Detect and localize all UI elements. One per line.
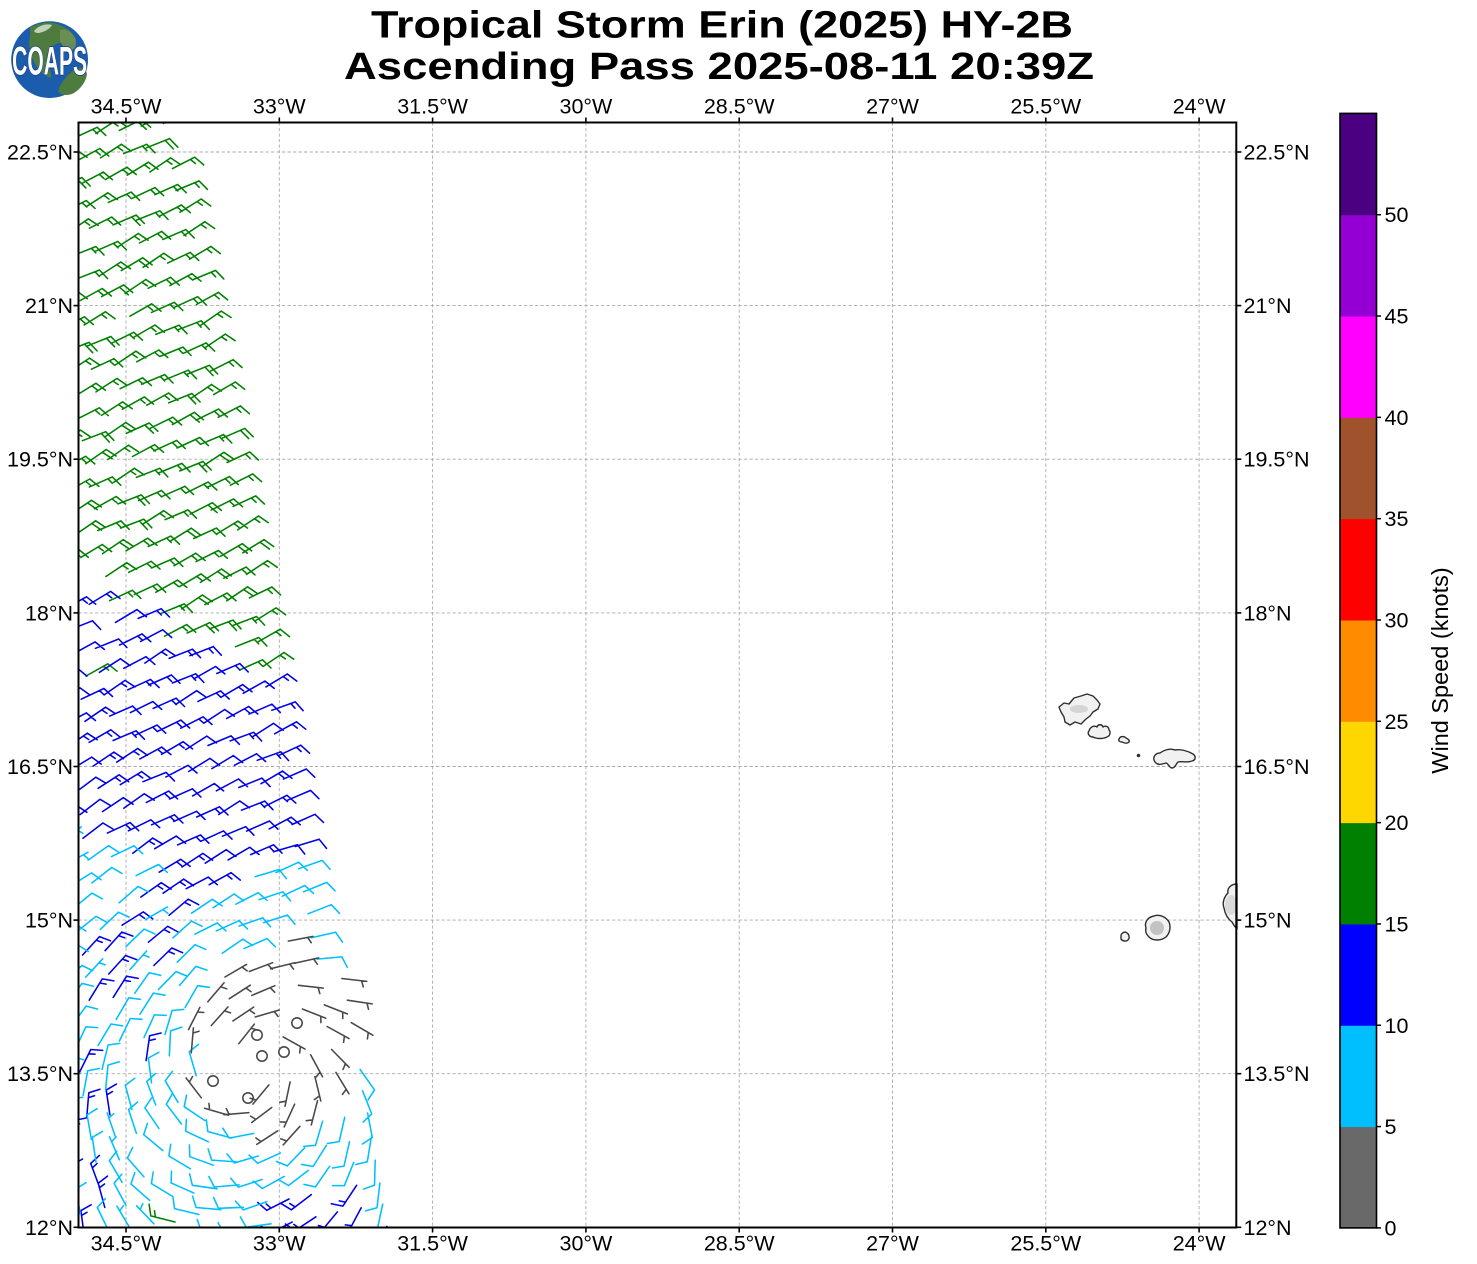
svg-text:40: 40 [1385, 406, 1409, 430]
svg-text:34.5°W: 34.5°W [91, 95, 162, 119]
svg-text:24°W: 24°W [1173, 1232, 1227, 1256]
svg-text:15: 15 [1385, 912, 1409, 936]
svg-text:16.5°N: 16.5°N [7, 755, 73, 779]
svg-text:21°N: 21°N [25, 294, 73, 318]
svg-text:20: 20 [1385, 811, 1409, 835]
svg-text:Wind Speed (knots): Wind Speed (knots) [1427, 567, 1453, 773]
svg-text:Ascending Pass 2025-08-11 20:3: Ascending Pass 2025-08-11 20:39Z [344, 46, 1094, 88]
svg-text:28.5°W: 28.5°W [704, 1232, 775, 1256]
svg-text:30: 30 [1385, 608, 1409, 632]
svg-text:22.5°N: 22.5°N [7, 141, 73, 165]
svg-text:27°W: 27°W [866, 95, 920, 119]
svg-text:25.5°W: 25.5°W [1010, 1232, 1081, 1256]
svg-text:16.5°N: 16.5°N [1244, 755, 1310, 779]
svg-text:19.5°N: 19.5°N [1244, 448, 1310, 472]
svg-text:12°N: 12°N [1244, 1216, 1292, 1240]
svg-text:50: 50 [1385, 203, 1409, 227]
svg-text:27°W: 27°W [866, 1232, 920, 1256]
svg-text:5: 5 [1385, 1115, 1397, 1139]
svg-text:13.5°N: 13.5°N [7, 1062, 73, 1086]
svg-text:31.5°W: 31.5°W [397, 95, 468, 119]
svg-text:0: 0 [1385, 1216, 1397, 1240]
svg-text:30°W: 30°W [559, 95, 613, 119]
svg-text:19.5°N: 19.5°N [7, 448, 73, 472]
svg-text:24°W: 24°W [1173, 95, 1227, 119]
svg-text:33°W: 33°W [253, 95, 307, 119]
svg-text:10: 10 [1385, 1014, 1409, 1038]
svg-text:15°N: 15°N [25, 909, 73, 933]
svg-text:15°N: 15°N [1244, 909, 1292, 933]
svg-text:30°W: 30°W [559, 1232, 613, 1256]
svg-text:25.5°W: 25.5°W [1010, 95, 1081, 119]
svg-text:33°W: 33°W [253, 1232, 307, 1256]
svg-text:18°N: 18°N [1244, 601, 1292, 625]
svg-text:12°N: 12°N [25, 1216, 73, 1240]
svg-text:34.5°W: 34.5°W [91, 1232, 162, 1256]
svg-text:Tropical Storm Erin (2025) HY-: Tropical Storm Erin (2025) HY-2B [371, 5, 1073, 47]
svg-text:31.5°W: 31.5°W [397, 1232, 468, 1256]
svg-text:28.5°W: 28.5°W [704, 95, 775, 119]
svg-text:25: 25 [1385, 710, 1409, 734]
svg-text:18°N: 18°N [25, 601, 73, 625]
svg-text:22.5°N: 22.5°N [1244, 141, 1310, 165]
svg-text:35: 35 [1385, 507, 1409, 531]
svg-text:13.5°N: 13.5°N [1244, 1062, 1310, 1086]
svg-text:21°N: 21°N [1244, 294, 1292, 318]
svg-text:45: 45 [1385, 305, 1409, 329]
svg-text:COAPS: COAPS [12, 40, 87, 84]
